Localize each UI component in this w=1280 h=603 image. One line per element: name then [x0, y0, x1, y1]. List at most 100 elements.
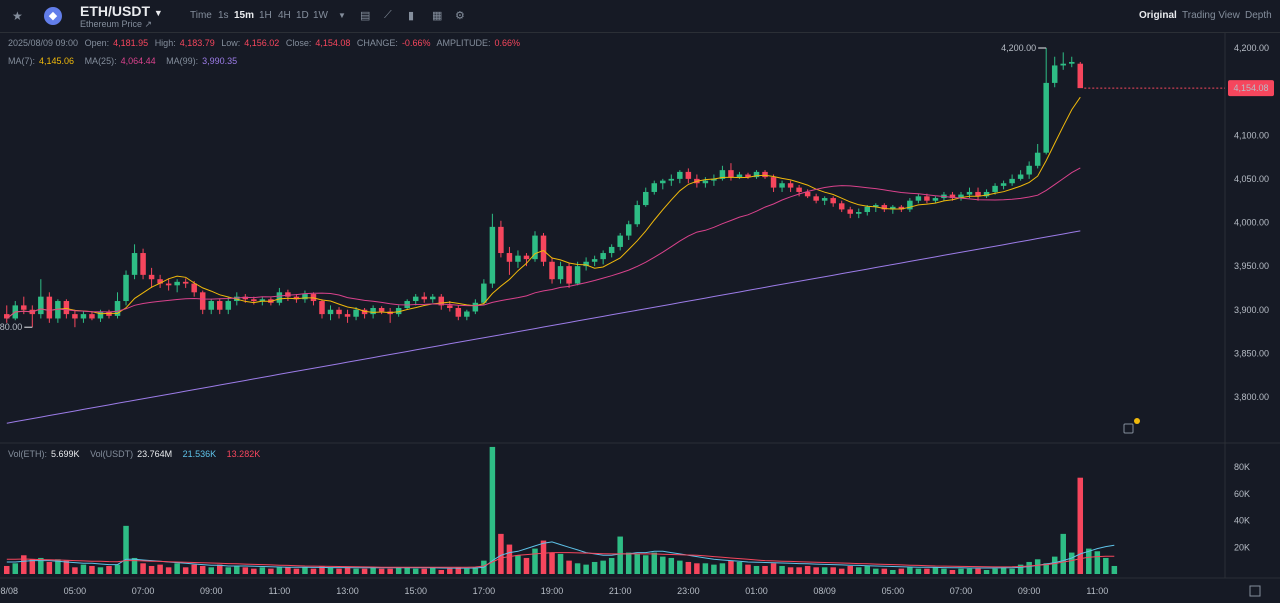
volume-bar [165, 567, 172, 574]
candle-body [21, 305, 27, 310]
symbol-subtitle-link[interactable]: Ethereum Price ↗ [80, 19, 153, 29]
open-label: Open: [84, 38, 110, 48]
close-value: 4,154.08 [315, 38, 351, 48]
settings-gear-icon[interactable]: ⚙ [455, 10, 465, 22]
candle-body [668, 178, 675, 181]
volume-bar [1051, 556, 1058, 574]
high-marker-label: 4,200.00 [1001, 43, 1036, 53]
timeframe-1s[interactable]: 1s [218, 10, 229, 21]
ohlc-legend: 2025/08/09 09:00 Open: 4,181.95 High: 4,18… [8, 38, 524, 48]
candle-body [217, 301, 223, 310]
volume-bar [217, 564, 223, 574]
timeframe-1h[interactable]: 1H [259, 10, 272, 21]
volume-bar [1077, 477, 1084, 574]
low-marker-label: 3,880.00 [0, 322, 22, 332]
volume-bar [140, 563, 146, 574]
current-price-label: 4,154.08 [1233, 83, 1268, 93]
volume-bar [557, 553, 564, 574]
volume-bar [38, 557, 44, 574]
candle-body [728, 170, 734, 178]
candle-body [796, 187, 802, 192]
volume-bar [327, 567, 334, 574]
vol-eth-value: 5.699K [51, 449, 80, 459]
more-timeframes-chevron-icon[interactable]: ▼ [338, 11, 346, 20]
volume-bar [830, 567, 836, 574]
candle-body [276, 292, 283, 303]
candle-body [498, 226, 504, 254]
timeframe-1w[interactable]: 1W [313, 10, 328, 21]
candlestick-chart[interactable]: 4,200.004,150.004,100.004,050.004,000.00… [0, 32, 1280, 603]
volume-bar [1000, 567, 1007, 574]
candle-body [481, 283, 487, 303]
volume-bar [736, 561, 743, 574]
volume-bar [600, 560, 606, 574]
candle-body [412, 296, 419, 302]
timeframe-1d[interactable]: 1D [296, 10, 309, 21]
volume-bar [975, 568, 981, 574]
favorite-star-icon[interactable]: ★ [12, 9, 23, 23]
price-tick-label: 3,950.00 [1234, 261, 1269, 271]
open-value: 4,181.95 [113, 38, 149, 48]
candle-body [753, 171, 760, 178]
price-alert-icon [1123, 423, 1134, 434]
layout-icon[interactable]: ▦ [432, 10, 443, 22]
volume-bar [728, 560, 734, 574]
volume-bar [668, 557, 675, 574]
volume-bar [55, 559, 61, 574]
volume-bar [276, 567, 283, 574]
volume-bar [898, 568, 905, 574]
indicators-icon[interactable]: ⟋ [384, 9, 392, 21]
volume-bar [591, 561, 598, 574]
volume-bar [924, 568, 930, 574]
candle-body [114, 301, 121, 316]
candle-body [770, 177, 777, 188]
volume-bar [958, 568, 964, 574]
volume-bar [660, 556, 666, 574]
chart-type-icon[interactable]: ▤ [360, 10, 371, 22]
volume-bar [234, 565, 240, 574]
candle-body [199, 292, 206, 310]
ma7-line [6, 96, 1081, 319]
volume-bar [285, 567, 291, 574]
candle-body [72, 314, 78, 319]
vol-ma2-value: 13.282K [226, 449, 261, 459]
volume-bar [549, 552, 555, 574]
candle-body [736, 174, 743, 178]
volume-bar [1017, 564, 1024, 574]
ma99-line [6, 230, 1081, 424]
timeframe-4h[interactable]: 4H [278, 10, 291, 21]
view-original[interactable]: Original [1139, 10, 1177, 21]
volume-bar [182, 567, 189, 574]
candle-body [97, 311, 104, 319]
volume-bar [873, 568, 879, 574]
volume-bar [992, 568, 998, 574]
candle-style-icon[interactable]: ▮ [408, 10, 415, 22]
view-depth[interactable]: Depth [1245, 10, 1272, 21]
candle-body [395, 308, 402, 315]
volume-bar [412, 568, 419, 574]
candle-body [464, 311, 470, 317]
volume-bar [532, 548, 538, 574]
candle-body [574, 266, 581, 284]
symbol-selector[interactable]: ETH/USDT ▼ [80, 3, 163, 19]
candle-body [55, 301, 61, 319]
candle-body [983, 191, 990, 197]
candle-body [847, 209, 853, 214]
candle-body [890, 206, 896, 210]
volume-bar [540, 540, 547, 574]
candle-body [455, 308, 462, 317]
volume-bar [694, 563, 700, 574]
candle-body [63, 301, 70, 315]
timeframe-15m[interactable]: 15m [234, 10, 255, 21]
candle-body [336, 309, 342, 315]
volume-bar [1086, 548, 1092, 574]
candle-body [302, 294, 308, 300]
alert-dot-icon [1134, 418, 1140, 424]
candle-body [719, 170, 726, 179]
candle-body [864, 206, 871, 213]
close-label: Close: [285, 38, 312, 48]
volume-bar [21, 555, 27, 574]
timeframe-time[interactable]: Time [190, 10, 212, 21]
view-trading-view[interactable]: Trading View [1182, 10, 1240, 21]
volume-bar [498, 533, 504, 574]
